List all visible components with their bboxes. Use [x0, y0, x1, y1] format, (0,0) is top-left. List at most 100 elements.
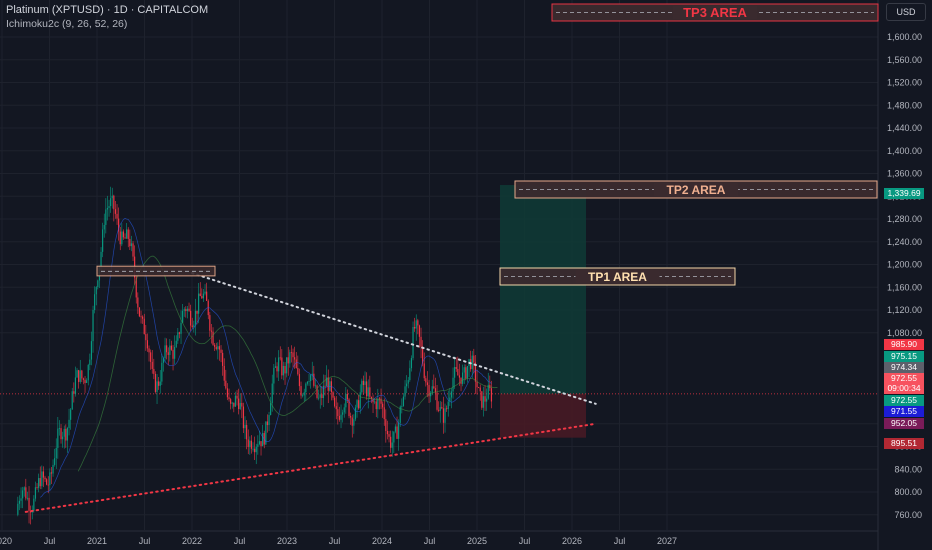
candle-body — [286, 357, 288, 374]
candle-body — [182, 310, 184, 323]
candle-body — [170, 345, 173, 350]
candle-body — [398, 422, 400, 439]
candle-body — [126, 229, 128, 239]
candle-body — [374, 401, 376, 403]
candle-body — [156, 381, 158, 392]
candle-body — [95, 287, 97, 295]
candle-body — [442, 408, 445, 423]
candle-body — [217, 346, 219, 350]
candle-body — [382, 403, 384, 408]
x-tick-label: Jul — [44, 536, 56, 546]
kijun-line — [77, 255, 498, 472]
currency-button[interactable]: USD — [886, 3, 926, 21]
candle-body — [167, 352, 169, 355]
candle-body — [102, 229, 104, 252]
candle-body — [212, 331, 214, 345]
candle-body — [114, 209, 117, 214]
candle-body — [122, 231, 125, 238]
candle-body — [478, 387, 480, 389]
candle-body — [310, 375, 312, 382]
candle-body — [367, 387, 369, 397]
candle-body — [438, 409, 440, 411]
price-tag: 895.51 — [884, 438, 924, 449]
candle-body — [364, 381, 366, 386]
price-tag: 09:00:34 — [884, 383, 924, 394]
candle-body — [135, 277, 137, 298]
candle-body — [362, 380, 365, 386]
candle-body — [190, 310, 192, 326]
candle-body — [86, 380, 88, 383]
candle-body — [406, 383, 408, 387]
candle-body — [407, 380, 409, 384]
price-tag: 972.55 — [884, 373, 924, 384]
candle-body — [121, 231, 123, 245]
indicator-legend[interactable]: Ichimoku2c (9, 26, 52, 26) — [6, 18, 128, 30]
candle-body — [338, 415, 341, 420]
candle-body — [428, 385, 430, 397]
candle-body — [402, 396, 405, 407]
candle-body — [388, 434, 390, 437]
candle-body — [300, 386, 302, 396]
candle-body — [282, 365, 285, 376]
candle-body — [92, 310, 94, 342]
candle-body — [129, 238, 131, 247]
candle-body — [90, 341, 93, 360]
candle-body — [308, 381, 310, 382]
candle-body — [174, 346, 176, 359]
candle-body — [218, 346, 221, 350]
candle-body — [70, 409, 72, 420]
x-tick-label: 2024 — [372, 536, 392, 546]
position-zones — [0, 185, 878, 438]
x-tick-label: Jul — [139, 536, 151, 546]
time-axis[interactable]: 2020 Jul 2021 Jul 2022 Jul 2023 Jul 2024 Jul 2025 J… — [0, 536, 677, 546]
candle-body — [420, 336, 422, 347]
candle-body — [18, 500, 21, 504]
candle-body — [87, 364, 89, 381]
candle-body — [159, 381, 161, 386]
candle-body — [202, 293, 205, 299]
tp-area-label: TP2 AREA — [667, 183, 726, 197]
candle-body — [399, 406, 401, 423]
y-tick-label: 1,560.00 — [887, 55, 922, 65]
y-tick-label: 1,160.00 — [887, 282, 922, 292]
candle-body — [340, 414, 342, 420]
trendlines — [24, 272, 597, 513]
candle-body — [188, 308, 190, 311]
candle-body — [487, 384, 489, 399]
candle-body — [172, 349, 174, 359]
candle-body — [25, 487, 27, 499]
candle-body — [476, 381, 478, 388]
candle-body — [410, 358, 413, 369]
candle-body — [166, 345, 168, 353]
candle-body — [414, 326, 416, 329]
ichimoku-indicator — [40, 218, 498, 498]
candle-body — [183, 309, 185, 311]
candle-body — [356, 400, 358, 408]
x-tick-label: 2025 — [467, 536, 487, 546]
candle-body — [199, 293, 201, 297]
candle-body — [294, 357, 296, 360]
candle-body — [145, 334, 147, 341]
x-tick-label: 2026 — [562, 536, 582, 546]
y-tick-label: 840.00 — [894, 464, 922, 474]
candle-body — [466, 366, 469, 379]
symbol-title[interactable]: Platinum (XPTUSD) · 1D · CAPITALCOM — [6, 4, 209, 16]
candle-body — [233, 402, 235, 407]
candle-body — [116, 213, 118, 219]
candle-body — [175, 340, 177, 347]
x-tick-label: Jul — [329, 536, 341, 546]
resistance-box — [96, 265, 216, 277]
candle-body — [268, 415, 270, 426]
candle-body — [359, 392, 361, 409]
candle-body — [430, 392, 432, 397]
candle-body — [178, 332, 181, 334]
candle-body — [289, 352, 291, 364]
candle-body — [401, 406, 403, 407]
candle-body — [73, 391, 75, 394]
candle-body — [474, 362, 477, 382]
y-tick-label: 1,360.00 — [887, 169, 922, 179]
candle-body — [207, 300, 209, 316]
candle-body — [50, 472, 53, 474]
candle-body — [266, 421, 269, 426]
